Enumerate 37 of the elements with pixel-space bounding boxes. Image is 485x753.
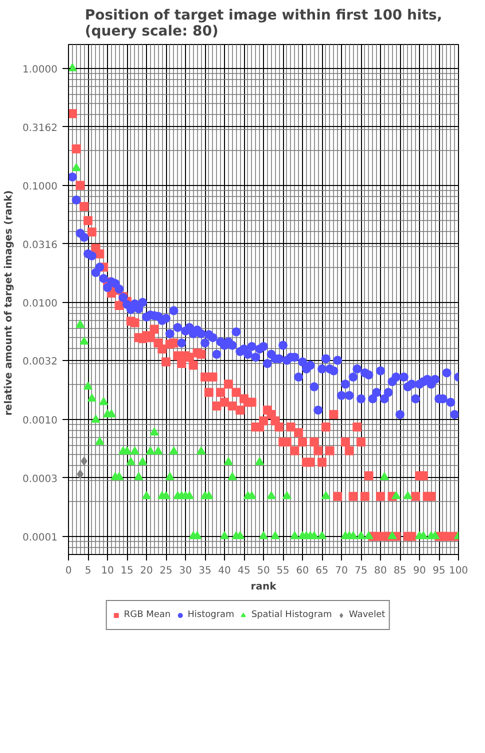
x-tick-label: 50 bbox=[257, 566, 270, 576]
legend-label: RGB Mean bbox=[124, 610, 171, 620]
x-tick-label: 40 bbox=[218, 566, 231, 576]
x-tick-label: 25 bbox=[160, 566, 172, 576]
x-tick-label: 70 bbox=[335, 566, 348, 576]
y-tick-label: 1.0000 bbox=[22, 64, 58, 76]
y-tick-label: 0.3162 bbox=[22, 122, 58, 134]
x-tick-label: 75 bbox=[354, 566, 368, 576]
y-tick-label: 0.1000 bbox=[22, 181, 58, 192]
x-tick-label: 10 bbox=[101, 566, 114, 576]
x-tick-label: 45 bbox=[238, 566, 250, 576]
y-tick-label: 0.0316 bbox=[22, 240, 58, 251]
x-tick-label: 60 bbox=[296, 566, 309, 576]
y-tick-label: 0.0010 bbox=[22, 415, 58, 426]
y-tick-label: 0.0032 bbox=[22, 356, 58, 368]
x-tick-label: 80 bbox=[374, 566, 387, 576]
x-tick-label: 15 bbox=[120, 566, 134, 576]
x-tick-label: 5 bbox=[84, 566, 92, 576]
x-tick-label: 85 bbox=[394, 566, 406, 576]
x-tick-label: 90 bbox=[413, 566, 426, 576]
x-tick-label: 0 bbox=[65, 566, 72, 576]
legend-label: Wavelet bbox=[348, 610, 386, 620]
x-tick-label: 100 bbox=[448, 566, 468, 576]
x-tick-label: 55 bbox=[276, 566, 290, 576]
x-axis-title: rank bbox=[250, 582, 277, 592]
x-tick-label: 20 bbox=[140, 566, 153, 576]
x-tick-label: 65 bbox=[316, 566, 328, 576]
y-tick-label: 0.0100 bbox=[22, 298, 58, 310]
y-tick-label: 0.0003 bbox=[22, 474, 58, 485]
y-tick-label: 0.0001 bbox=[22, 532, 58, 544]
legend-label: Histogram bbox=[188, 610, 234, 620]
x-tick-label: 95 bbox=[432, 566, 446, 576]
legend-label: Spatial Histogram bbox=[251, 610, 332, 620]
x-tick-label: 30 bbox=[179, 566, 192, 576]
chart-title: Position of target image within first 100 hits, (query scale: 80) bbox=[84, 8, 442, 40]
x-tick-label: 35 bbox=[198, 566, 212, 576]
y-axis-title: relative amount of target images (rank) bbox=[4, 190, 15, 416]
